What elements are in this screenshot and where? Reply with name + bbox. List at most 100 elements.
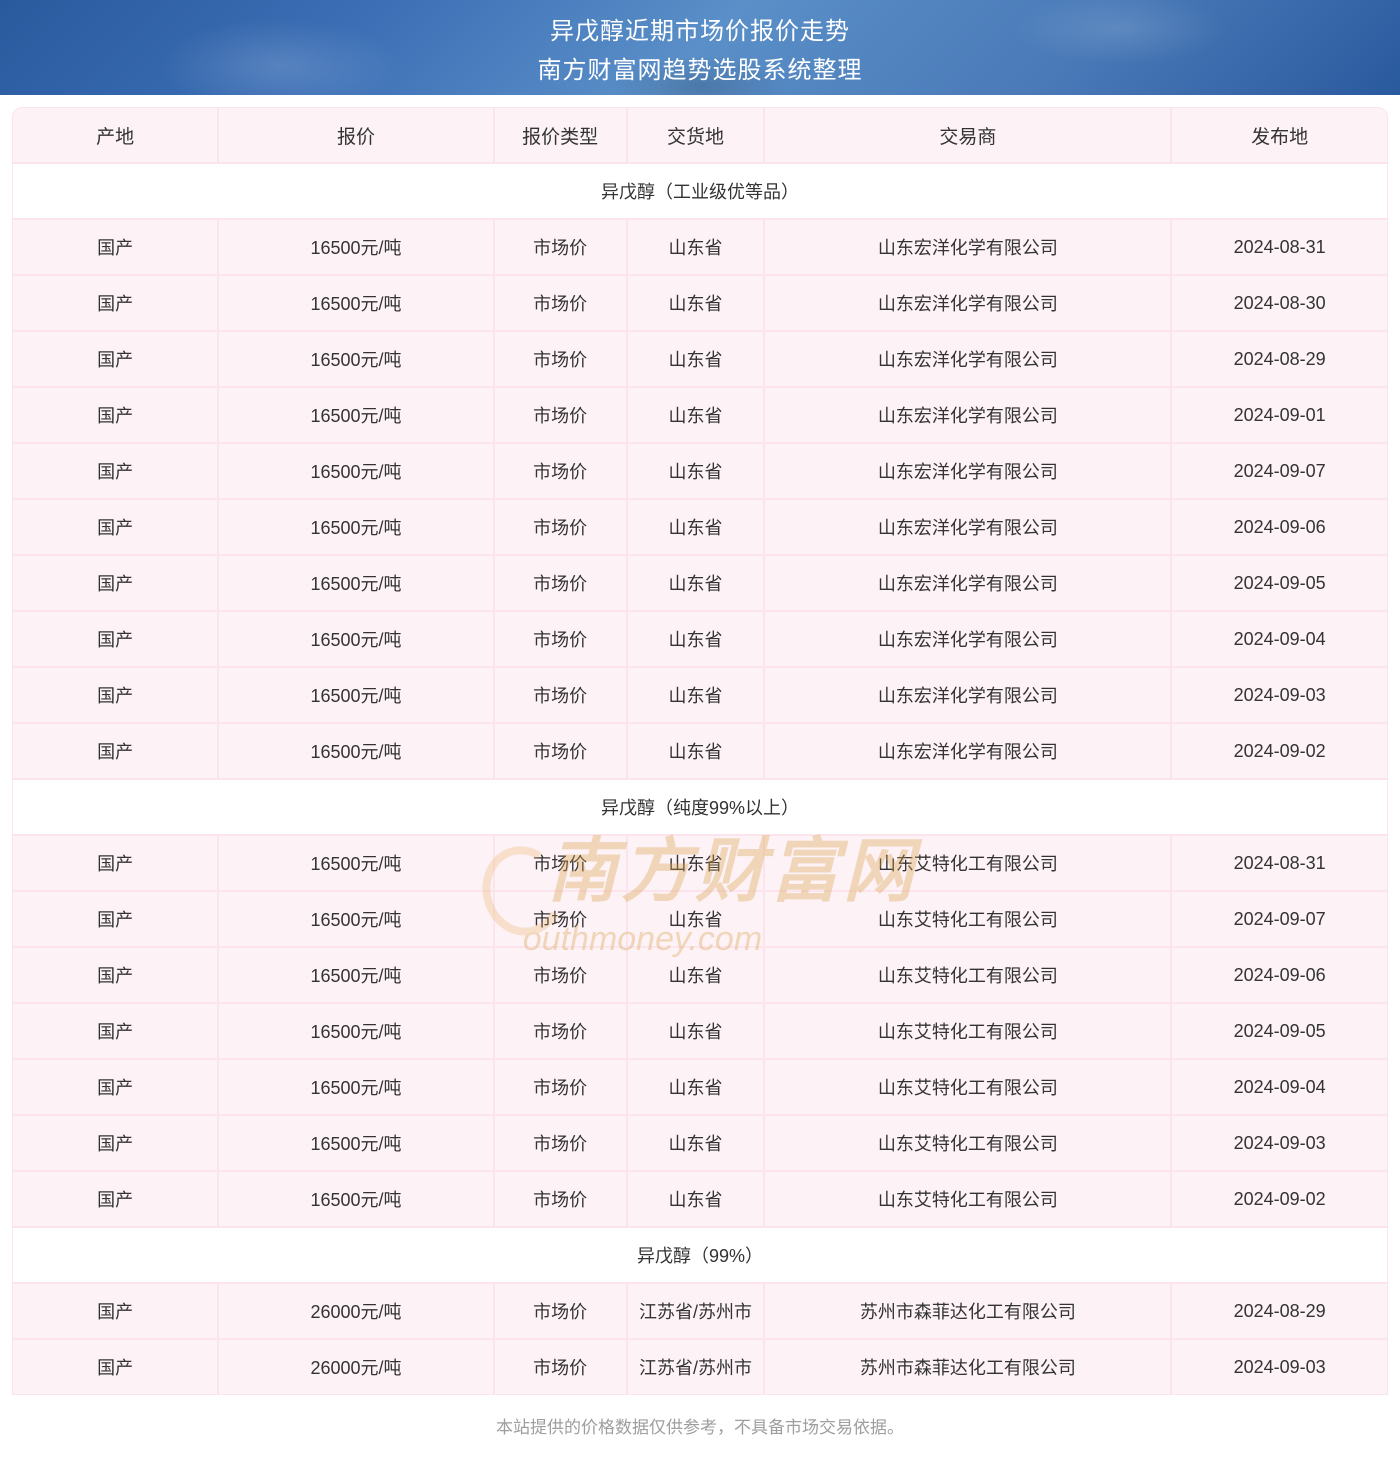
cell-origin: 国产 [12,891,218,947]
cell-date: 2024-09-06 [1171,947,1388,1003]
header-banner: 异戊醇近期市场价报价走势 南方财富网趋势选股系统整理 [0,0,1400,95]
cell-date: 2024-09-01 [1171,387,1388,443]
footer-note: 本站提供的价格数据仅供参考，不具备市场交易依据。 [0,1395,1400,1462]
cell-date: 2024-09-03 [1171,1339,1388,1395]
cell-ptype: 市场价 [494,275,627,331]
cell-ptype: 市场价 [494,667,627,723]
cell-price: 16500元/吨 [218,555,493,611]
cell-delivery: 山东省 [627,835,765,891]
table-row: 国产16500元/吨市场价山东省山东宏洋化学有限公司2024-09-05 [12,555,1388,611]
cell-origin: 国产 [12,555,218,611]
cell-date: 2024-09-07 [1171,443,1388,499]
cell-trader: 山东艾特化工有限公司 [764,1171,1171,1227]
col-header-delivery: 交货地 [627,107,765,163]
cell-ptype: 市场价 [494,443,627,499]
cell-origin: 国产 [12,835,218,891]
page-subtitle: 南方财富网趋势选股系统整理 [538,50,863,85]
cell-origin: 国产 [12,667,218,723]
cell-date: 2024-09-07 [1171,891,1388,947]
cell-price: 26000元/吨 [218,1283,493,1339]
cell-trader: 山东宏洋化学有限公司 [764,387,1171,443]
cell-delivery: 江苏省/苏州市 [627,1339,765,1395]
cell-date: 2024-09-05 [1171,1003,1388,1059]
section-row: 异戊醇（99%） [12,1227,1388,1283]
section-row: 异戊醇（纯度99%以上） [12,779,1388,835]
cell-trader: 苏州市森菲达化工有限公司 [764,1283,1171,1339]
cell-delivery: 山东省 [627,499,765,555]
cell-delivery: 山东省 [627,1003,765,1059]
cell-origin: 国产 [12,275,218,331]
cell-origin: 国产 [12,611,218,667]
cell-ptype: 市场价 [494,1339,627,1395]
cell-origin: 国产 [12,1003,218,1059]
cell-date: 2024-08-29 [1171,1283,1388,1339]
cell-origin: 国产 [12,947,218,1003]
section-title: 异戊醇（工业级优等品） [12,163,1388,219]
cell-ptype: 市场价 [494,947,627,1003]
cell-origin: 国产 [12,331,218,387]
cell-ptype: 市场价 [494,555,627,611]
cell-origin: 国产 [12,723,218,779]
cell-trader: 山东艾特化工有限公司 [764,1115,1171,1171]
cell-ptype: 市场价 [494,219,627,275]
table-body: 异戊醇（工业级优等品）国产16500元/吨市场价山东省山东宏洋化学有限公司202… [12,163,1388,1395]
cell-ptype: 市场价 [494,891,627,947]
cell-date: 2024-09-04 [1171,611,1388,667]
cell-date: 2024-09-02 [1171,1171,1388,1227]
cell-origin: 国产 [12,499,218,555]
cell-date: 2024-09-06 [1171,499,1388,555]
page-title: 异戊醇近期市场价报价走势 [550,11,850,46]
table-row: 国产16500元/吨市场价山东省山东艾特化工有限公司2024-09-02 [12,1171,1388,1227]
table-row: 国产16500元/吨市场价山东省山东宏洋化学有限公司2024-09-04 [12,611,1388,667]
cell-ptype: 市场价 [494,1003,627,1059]
table-row: 国产16500元/吨市场价山东省山东艾特化工有限公司2024-09-05 [12,1003,1388,1059]
cell-ptype: 市场价 [494,1115,627,1171]
cell-ptype: 市场价 [494,835,627,891]
cell-date: 2024-09-02 [1171,723,1388,779]
cell-price: 16500元/吨 [218,1059,493,1115]
cell-trader: 苏州市森菲达化工有限公司 [764,1339,1171,1395]
cell-origin: 国产 [12,387,218,443]
cell-delivery: 山东省 [627,1059,765,1115]
cell-origin: 国产 [12,443,218,499]
table-row: 国产16500元/吨市场价山东省山东艾特化工有限公司2024-08-31 [12,835,1388,891]
cell-price: 16500元/吨 [218,331,493,387]
cell-price: 16500元/吨 [218,275,493,331]
table-row: 国产16500元/吨市场价山东省山东艾特化工有限公司2024-09-03 [12,1115,1388,1171]
cell-delivery: 山东省 [627,219,765,275]
cell-ptype: 市场价 [494,1283,627,1339]
cell-trader: 山东宏洋化学有限公司 [764,667,1171,723]
cell-origin: 国产 [12,219,218,275]
cell-trader: 山东宏洋化学有限公司 [764,723,1171,779]
table-row: 国产26000元/吨市场价江苏省/苏州市苏州市森菲达化工有限公司2024-08-… [12,1283,1388,1339]
cell-date: 2024-09-05 [1171,555,1388,611]
cell-date: 2024-08-29 [1171,331,1388,387]
cell-trader: 山东宏洋化学有限公司 [764,499,1171,555]
cell-trader: 山东宏洋化学有限公司 [764,555,1171,611]
section-title: 异戊醇（纯度99%以上） [12,779,1388,835]
cell-price: 16500元/吨 [218,1003,493,1059]
table-row: 国产16500元/吨市场价山东省山东宏洋化学有限公司2024-08-30 [12,275,1388,331]
cell-origin: 国产 [12,1059,218,1115]
col-header-origin: 产地 [12,107,218,163]
cell-ptype: 市场价 [494,331,627,387]
table-row: 国产16500元/吨市场价山东省山东宏洋化学有限公司2024-08-29 [12,331,1388,387]
cell-origin: 国产 [12,1283,218,1339]
cell-origin: 国产 [12,1339,218,1395]
cell-price: 16500元/吨 [218,219,493,275]
cell-price: 16500元/吨 [218,891,493,947]
cell-delivery: 山东省 [627,611,765,667]
cell-date: 2024-09-03 [1171,667,1388,723]
cell-price: 16500元/吨 [218,499,493,555]
cell-date: 2024-09-04 [1171,1059,1388,1115]
col-header-trader: 交易商 [764,107,1171,163]
cell-date: 2024-08-31 [1171,835,1388,891]
table-row: 国产26000元/吨市场价江苏省/苏州市苏州市森菲达化工有限公司2024-09-… [12,1339,1388,1395]
cell-trader: 山东宏洋化学有限公司 [764,275,1171,331]
col-header-price: 报价 [218,107,493,163]
section-title: 异戊醇（99%） [12,1227,1388,1283]
cell-price: 26000元/吨 [218,1339,493,1395]
cell-delivery: 山东省 [627,1171,765,1227]
cell-delivery: 山东省 [627,331,765,387]
table-row: 国产16500元/吨市场价山东省山东宏洋化学有限公司2024-08-31 [12,219,1388,275]
